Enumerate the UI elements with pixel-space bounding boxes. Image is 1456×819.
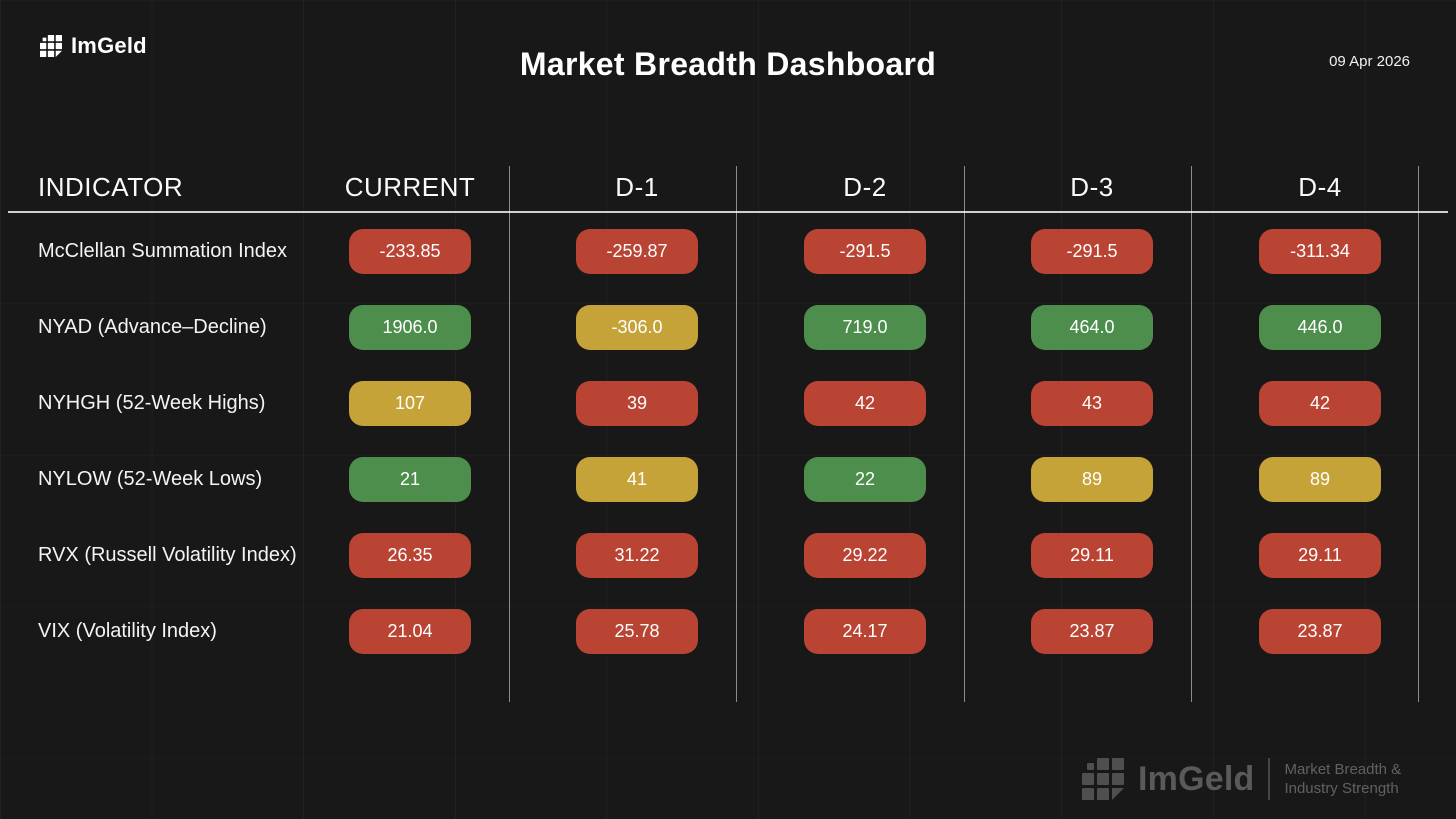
value-pill: -291.5 [1031, 229, 1153, 274]
value-pill: 107 [349, 381, 471, 426]
footer-tagline-line1: Market Breadth & [1284, 760, 1402, 778]
footer-brand-name: ImGeld [1138, 759, 1255, 798]
footer-grid-logo-icon [1082, 758, 1124, 800]
value-pill: 23.87 [1259, 609, 1381, 654]
footer-brand: ImGeld Market Breadth & Industry Strengt… [1082, 750, 1401, 808]
header-divider [8, 211, 1448, 213]
value-pill: 39 [576, 381, 698, 426]
brand-name: ImGeld [71, 33, 147, 58]
value-pill: 21 [349, 457, 471, 502]
column-header-d3: D-3 [1070, 171, 1114, 202]
indicator-label: McClellan Summation Index [38, 240, 287, 262]
value-pill: 29.22 [804, 533, 926, 578]
value-pill: 29.11 [1259, 533, 1381, 578]
column-header-d2: D-2 [843, 171, 887, 202]
value-pill: 89 [1031, 457, 1153, 502]
grid-logo-icon [40, 35, 62, 57]
column-divider [1418, 166, 1419, 702]
value-pill: 41 [576, 457, 698, 502]
value-pill: -311.34 [1259, 229, 1381, 274]
value-pill: 21.04 [349, 609, 471, 654]
value-pill: 31.22 [576, 533, 698, 578]
column-divider [964, 166, 965, 702]
table-row: NYAD (Advance–Decline) 1906.0 -306.0 719… [0, 305, 1456, 350]
footer-divider [1268, 758, 1271, 800]
value-pill: 43 [1031, 381, 1153, 426]
value-pill: 719.0 [804, 305, 926, 350]
table-row: NYHGH (52-Week Highs) 107 39 42 43 42 [0, 381, 1456, 426]
table-row: McClellan Summation Index -233.85 -259.8… [0, 229, 1456, 274]
date-label: 09 Apr 2026 [1329, 53, 1410, 70]
column-header-current: CURRENT [344, 171, 476, 202]
page-title: Market Breadth Dashboard [519, 46, 937, 82]
value-pill: 446.0 [1259, 305, 1381, 350]
value-pill: 29.11 [1031, 533, 1153, 578]
column-divider [736, 166, 737, 702]
indicator-label: RVX (Russell Volatility Index) [38, 544, 297, 566]
value-pill: 23.87 [1031, 609, 1153, 654]
footer-tagline-line2: Industry Strength [1284, 780, 1399, 797]
column-header-d4: D-4 [1298, 171, 1342, 202]
value-pill: 26.35 [349, 533, 471, 578]
value-pill: 24.17 [804, 609, 926, 654]
table-row: RVX (Russell Volatility Index) 26.35 31.… [0, 533, 1456, 578]
indicator-label: NYHGH (52-Week Highs) [38, 392, 266, 414]
value-pill: 42 [1259, 381, 1381, 426]
value-pill: -291.5 [804, 229, 926, 274]
column-divider [1191, 166, 1192, 702]
column-header-indicator: INDICATOR [38, 171, 184, 202]
column-divider [509, 166, 510, 702]
value-pill: -259.87 [576, 229, 698, 274]
footer-tagline: Market Breadth & Industry Strength [1284, 760, 1401, 799]
table-row: VIX (Volatility Index) 21.04 25.78 24.17… [0, 609, 1456, 654]
value-pill: 89 [1259, 457, 1381, 502]
value-pill: 22 [804, 457, 926, 502]
table-header-row: INDICATOR CURRENT D-1 D-2 D-3 D-4 [0, 163, 1456, 211]
value-pill: 42 [804, 381, 926, 426]
table-row: NYLOW (52-Week Lows) 21 41 22 89 89 [0, 457, 1456, 502]
value-pill: -306.0 [576, 305, 698, 350]
value-pill: 1906.0 [349, 305, 471, 350]
value-pill: -233.85 [349, 229, 471, 274]
indicator-label: NYAD (Advance–Decline) [38, 316, 267, 338]
value-pill: 25.78 [576, 609, 698, 654]
brand-logo: ImGeld [40, 33, 147, 59]
column-header-d1: D-1 [615, 171, 659, 202]
value-pill: 464.0 [1031, 305, 1153, 350]
indicator-label: VIX (Volatility Index) [38, 620, 217, 642]
indicator-label: NYLOW (52-Week Lows) [38, 468, 263, 490]
